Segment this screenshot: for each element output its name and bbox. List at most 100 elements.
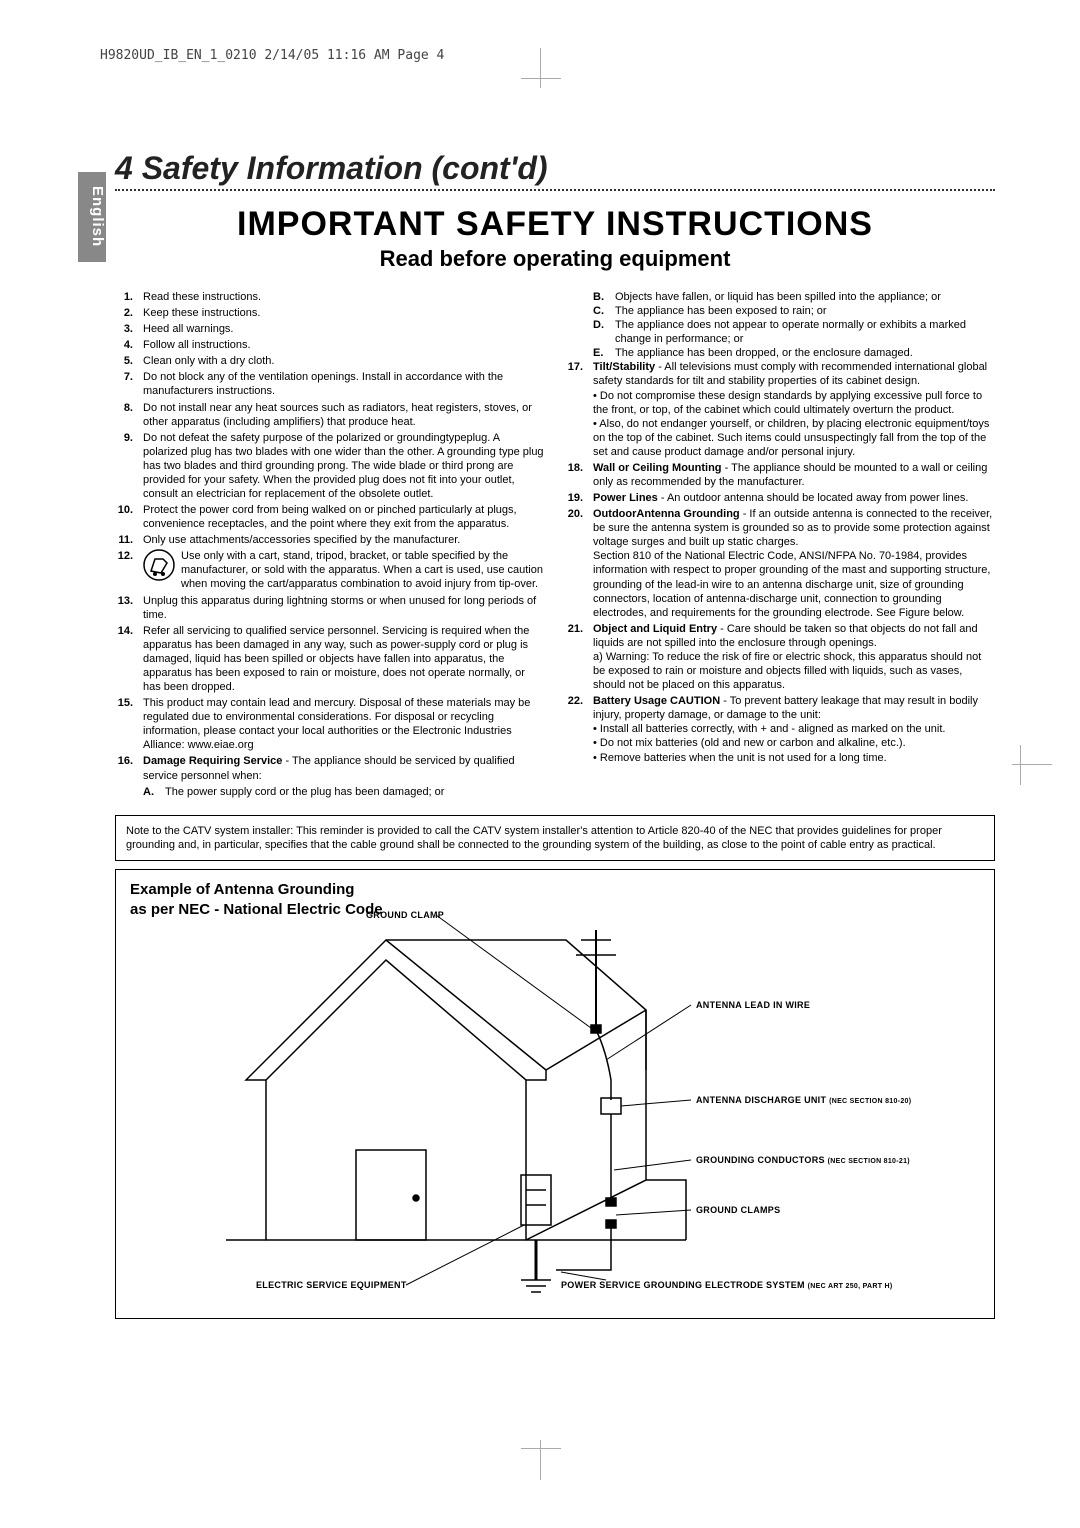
instruction-item: 8.Do not install near any heat sources s…	[115, 401, 545, 429]
item-number: 7.	[115, 370, 143, 398]
item-text: Protect the power cord from being walked…	[143, 503, 545, 531]
item-number: 15.	[115, 696, 143, 752]
label-discharge-unit: ANTENNA DISCHARGE UNIT (NEC SECTION 810-…	[696, 1095, 911, 1105]
item-text: Wall or Ceiling Mounting - The appliance…	[593, 461, 995, 489]
sub-item: B.Objects have fallen, or liquid has bee…	[593, 290, 995, 304]
subtitle: Read before operating equipment	[115, 246, 995, 272]
item-text: Heed all warnings.	[143, 322, 545, 336]
sub-text: Objects have fallen, or liquid has been …	[615, 290, 941, 304]
main-title: IMPORTANT SAFETY INSTRUCTIONS	[115, 205, 995, 244]
instruction-item: 19.Power Lines - An outdoor antenna shou…	[565, 491, 995, 505]
sub-item: C.The appliance has been exposed to rain…	[593, 304, 995, 318]
item-text: Only use attachments/accessories specifi…	[143, 533, 545, 547]
item-text: Use only with a cart, stand, tripod, bra…	[143, 549, 545, 591]
label-ground-clamps: GROUND CLAMPS	[696, 1205, 780, 1215]
item-number: 10.	[115, 503, 143, 531]
item-number: 16.	[115, 754, 143, 782]
item-number: 1.	[115, 290, 143, 304]
instruction-item: 14.Refer all servicing to qualified serv…	[115, 624, 545, 694]
instruction-item: 22.Battery Usage CAUTION - To prevent ba…	[565, 694, 995, 764]
item-text: Follow all instructions.	[143, 338, 545, 352]
item-text: Tilt/Stability - All televisions must co…	[593, 360, 995, 459]
sub-letter: E.	[593, 346, 615, 360]
crop-mark-top	[540, 48, 542, 88]
item-number: 13.	[115, 594, 143, 622]
instruction-columns: 1.Read these instructions.2.Keep these i…	[115, 290, 995, 799]
item-number: 12.	[115, 549, 143, 591]
item-number: 9.	[115, 431, 143, 501]
item-text: Refer all servicing to qualified service…	[143, 624, 545, 694]
item-number: 8.	[115, 401, 143, 429]
sub-text: The power supply cord or the plug has be…	[165, 785, 444, 799]
item-text: Clean only with a dry cloth.	[143, 354, 545, 368]
item-number: 19.	[565, 491, 593, 505]
item-number: 5.	[115, 354, 143, 368]
item-number: 14.	[115, 624, 143, 694]
print-header: H9820UD_IB_EN_1_0210 2/14/05 11:16 AM Pa…	[100, 48, 444, 63]
instruction-item: 12.Use only with a cart, stand, tripod, …	[115, 549, 545, 591]
crop-mark-right	[1012, 764, 1052, 766]
sub-letter: A.	[143, 785, 165, 799]
instruction-item: 21.Object and Liquid Entry - Care should…	[565, 622, 995, 692]
item-number: 17.	[565, 360, 593, 459]
instruction-item: 9.Do not defeat the safety purpose of th…	[115, 431, 545, 501]
catv-note: Note to the CATV system installer: This …	[115, 815, 995, 862]
item-text: Power Lines - An outdoor antenna should …	[593, 491, 995, 505]
cart-tip-icon	[143, 549, 175, 581]
crop-mark-bottom	[540, 1440, 542, 1480]
item-text: Object and Liquid Entry - Care should be…	[593, 622, 995, 692]
instruction-item: 2.Keep these instructions.	[115, 306, 545, 320]
sub-letter: D.	[593, 318, 615, 346]
label-power-service: POWER SERVICE GROUNDING ELECTRODE SYSTEM…	[561, 1280, 893, 1290]
instruction-item: 13.Unplug this apparatus during lightnin…	[115, 594, 545, 622]
item-number: 4.	[115, 338, 143, 352]
sub-text: The appliance does not appear to operate…	[615, 318, 995, 346]
instruction-item: 16.Damage Requiring Service - The applia…	[115, 754, 545, 782]
label-grounding-conductors: GROUNDING CONDUCTORS (NEC SECTION 810-21…	[696, 1155, 910, 1165]
sub-text: The appliance has been dropped, or the e…	[615, 346, 913, 360]
item-number: 21.	[565, 622, 593, 692]
item-number: 22.	[565, 694, 593, 764]
item-text: This product may contain lead and mercur…	[143, 696, 545, 752]
item-number: 2.	[115, 306, 143, 320]
section-heading: Safety Information (cont'd)	[142, 150, 548, 186]
section-title: 4 Safety Information (cont'd)	[115, 150, 995, 187]
instruction-item: 15.This product may contain lead and mer…	[115, 696, 545, 752]
sub-text: The appliance has been exposed to rain; …	[615, 304, 827, 318]
item-text: Read these instructions.	[143, 290, 545, 304]
sub-letter: B.	[593, 290, 615, 304]
item-text: Unplug this apparatus during lightning s…	[143, 594, 545, 622]
sub-item: A.The power supply cord or the plug has …	[143, 785, 545, 799]
item-number: 11.	[115, 533, 143, 547]
section-number: 4	[115, 150, 133, 186]
instruction-item: 5.Clean only with a dry cloth.	[115, 354, 545, 368]
item-text: Do not install near any heat sources suc…	[143, 401, 545, 429]
item-number: 3.	[115, 322, 143, 336]
item-number: 18.	[565, 461, 593, 489]
sub-item: E.The appliance has been dropped, or the…	[593, 346, 995, 360]
instruction-item: 3.Heed all warnings.	[115, 322, 545, 336]
grounding-diagram: Example of Antenna Grounding as per NEC …	[115, 869, 995, 1319]
diagram-svg: GROUND CLAMP ANTENNA LEAD IN WIRE ANTENN…	[126, 880, 986, 1310]
item-text: Do not defeat the safety purpose of the …	[143, 431, 545, 501]
left-column: 1.Read these instructions.2.Keep these i…	[115, 290, 545, 799]
item-text: Keep these instructions.	[143, 306, 545, 320]
right-column: B.Objects have fallen, or liquid has bee…	[565, 290, 995, 799]
divider-dotted	[115, 189, 995, 191]
label-electric-service: ELECTRIC SERVICE EQUIPMENT	[256, 1280, 407, 1290]
item-text: Battery Usage CAUTION - To prevent batte…	[593, 694, 995, 764]
sub-letter: C.	[593, 304, 615, 318]
instruction-item: 17.Tilt/Stability - All televisions must…	[565, 360, 995, 459]
language-tab: English	[78, 172, 106, 262]
instruction-item: 18.Wall or Ceiling Mounting - The applia…	[565, 461, 995, 489]
item-number: 20.	[565, 507, 593, 620]
instruction-item: 10.Protect the power cord from being wal…	[115, 503, 545, 531]
instruction-item: 20.OutdoorAntenna Grounding - If an outs…	[565, 507, 995, 620]
sub-item: D.The appliance does not appear to opera…	[593, 318, 995, 346]
instruction-item: 4.Follow all instructions.	[115, 338, 545, 352]
label-ground-clamp: GROUND CLAMP	[366, 910, 444, 920]
item-text: Damage Requiring Service - The appliance…	[143, 754, 545, 782]
instruction-item: 11.Only use attachments/accessories spec…	[115, 533, 545, 547]
item-text: OutdoorAntenna Grounding - If an outside…	[593, 507, 995, 620]
instruction-item: 1.Read these instructions.	[115, 290, 545, 304]
